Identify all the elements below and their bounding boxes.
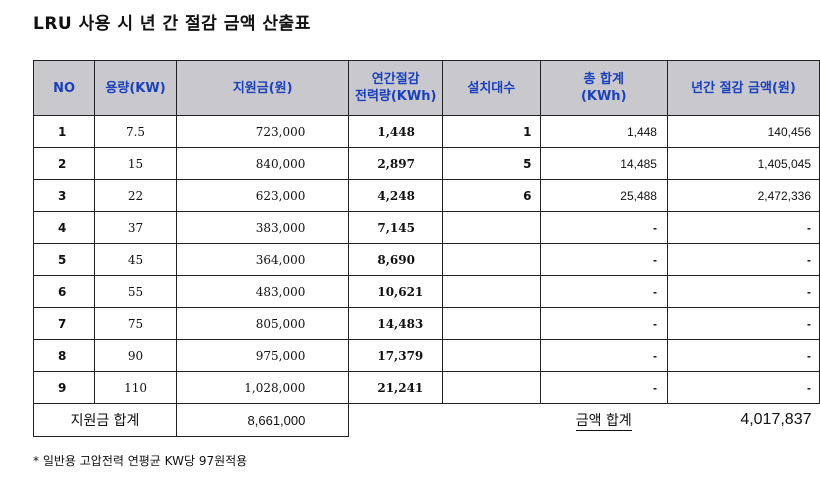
cell-no: 8 [32, 339, 96, 372]
cell-amount: - [666, 371, 820, 404]
cell-units [442, 339, 541, 372]
header-subsidy: 지원금(원) [175, 60, 350, 116]
cell-no: 7 [32, 307, 96, 340]
table-row: 4 37 383,000 7,145 - - [32, 211, 820, 244]
cell-total: - [539, 211, 668, 244]
cell-power: 4,248 [348, 179, 444, 212]
cell-total: - [539, 371, 668, 404]
header-annual-amount: 년간 절감 금액(원) [666, 60, 820, 116]
cell-total: 14,485 [539, 147, 668, 180]
table-row: 5 45 364,000 8,690 - - [32, 243, 820, 276]
cell-total: - [539, 275, 668, 308]
cell-amount: 2,472,336 [666, 179, 820, 212]
amount-total-label: 금액 합계 [540, 404, 667, 437]
header-total: 총 합계 (KWh) [539, 60, 668, 116]
table-row: 8 90 975,000 17,379 - - [32, 339, 820, 372]
cell-capacity: 37 [94, 211, 177, 244]
cell-no: 2 [32, 147, 96, 180]
cell-capacity: 90 [94, 339, 177, 372]
cell-units [442, 371, 541, 404]
cell-subsidy: 483,000 [175, 275, 350, 308]
cell-power: 8,690 [348, 243, 444, 276]
amount-total-label-text: 금액 합계 [575, 413, 632, 432]
page-title: LRU 사용 시 년 간 절감 금액 산출표 [33, 14, 311, 34]
table-row: 9 110 1,028,000 21,241 - - [32, 371, 820, 404]
savings-table: NO 용량(KW) 지원금(원) 연간절감 전력량(KWh) 설치대수 총 합계… [32, 60, 820, 437]
cell-no: 9 [32, 371, 96, 404]
header-annual-power: 연간절감 전력량(KWh) [348, 60, 444, 116]
cell-units [442, 211, 541, 244]
cell-power: 17,379 [348, 339, 444, 372]
header-units: 설치대수 [442, 60, 541, 116]
cell-capacity: 22 [94, 179, 177, 212]
cell-subsidy: 383,000 [175, 211, 350, 244]
header-annual-power-line2: 전력량(KWh) [354, 89, 437, 104]
cell-capacity: 7.5 [94, 115, 177, 148]
cell-total: 25,488 [539, 179, 668, 212]
cell-subsidy: 623,000 [175, 179, 350, 212]
cell-subsidy: 805,000 [175, 307, 350, 340]
cell-amount: 140,456 [666, 115, 820, 148]
cell-subsidy: 840,000 [175, 147, 350, 180]
cell-units [442, 307, 541, 340]
cell-capacity: 45 [94, 243, 177, 276]
cell-units [442, 275, 541, 308]
header-annual-power-line1: 연간절감 [371, 72, 420, 87]
cell-amount: - [666, 211, 820, 244]
header-capacity: 용량(KW) [94, 60, 177, 116]
cell-units [442, 243, 541, 276]
cell-subsidy: 975,000 [175, 339, 350, 372]
cell-total: - [539, 243, 668, 276]
summary-spacer [443, 404, 540, 437]
header-total-line1: 총 합계 [583, 72, 624, 87]
cell-power: 14,483 [348, 307, 444, 340]
cell-units: 6 [442, 179, 541, 212]
cell-capacity: 15 [94, 147, 177, 180]
summary-row: 지원금 합계 8,661,000 금액 합계 4,017,837 [33, 403, 820, 437]
cell-subsidy: 1,028,000 [175, 371, 350, 404]
table-row: 1 7.5 723,000 1,448 1 1,448 140,456 [32, 115, 820, 148]
subsidy-total-label: 지원금 합계 [33, 403, 177, 437]
header-no: NO [32, 60, 96, 116]
cell-amount: - [666, 339, 820, 372]
cell-total: - [539, 339, 668, 372]
summary-spacer [349, 404, 443, 437]
cell-power: 1,448 [348, 115, 444, 148]
cell-no: 6 [32, 275, 96, 308]
subsidy-total-value: 8,661,000 [175, 403, 350, 437]
cell-capacity: 55 [94, 275, 177, 308]
cell-amount: - [666, 243, 820, 276]
cell-power: 2,897 [348, 147, 444, 180]
cell-total: 1,448 [539, 115, 668, 148]
table-row: 6 55 483,000 10,621 - - [32, 275, 820, 308]
header-total-line2: (KWh) [580, 89, 627, 104]
cell-amount: 1,405,045 [666, 147, 820, 180]
cell-power: 10,621 [348, 275, 444, 308]
header-row: NO 용량(KW) 지원금(원) 연간절감 전력량(KWh) 설치대수 총 합계… [32, 60, 820, 116]
cell-no: 4 [32, 211, 96, 244]
cell-units: 1 [442, 115, 541, 148]
cell-units: 5 [442, 147, 541, 180]
table-row: 7 75 805,000 14,483 - - [32, 307, 820, 340]
cell-power: 7,145 [348, 211, 444, 244]
cell-no: 3 [32, 179, 96, 212]
cell-capacity: 110 [94, 371, 177, 404]
cell-capacity: 75 [94, 307, 177, 340]
amount-total-value: 4,017,837 [740, 411, 812, 429]
cell-power: 21,241 [348, 371, 444, 404]
table-row: 3 22 623,000 4,248 6 25,488 2,472,336 [32, 179, 820, 212]
cell-amount: - [666, 275, 820, 308]
footnote: * 일반용 고압전력 연평균 KW당 97원적용 [33, 454, 248, 468]
cell-no: 1 [32, 115, 96, 148]
table-row: 2 15 840,000 2,897 5 14,485 1,405,045 [32, 147, 820, 180]
cell-no: 5 [32, 243, 96, 276]
cell-amount: - [666, 307, 820, 340]
cell-subsidy: 723,000 [175, 115, 350, 148]
cell-subsidy: 364,000 [175, 243, 350, 276]
cell-total: - [539, 307, 668, 340]
